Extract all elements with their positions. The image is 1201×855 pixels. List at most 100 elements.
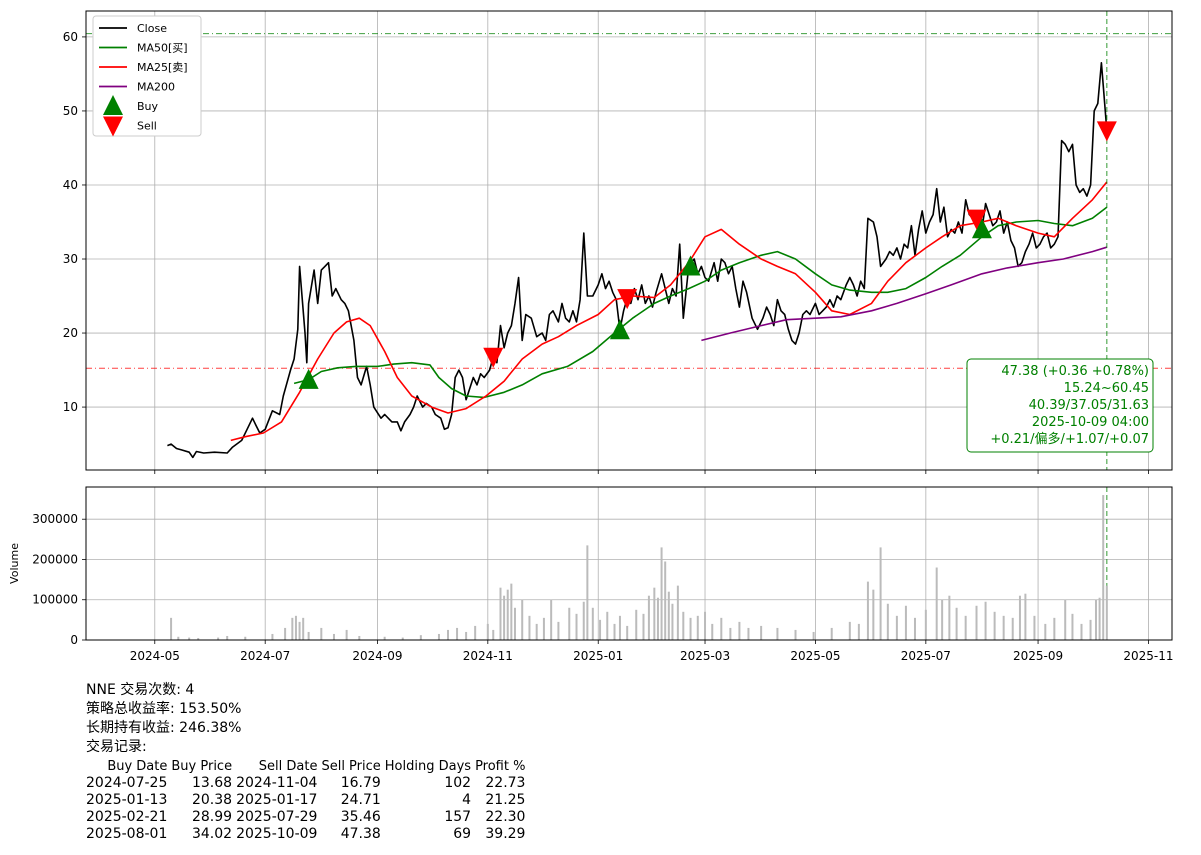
table-cell: 4 <box>462 792 472 808</box>
ma25-line <box>230 181 1108 442</box>
volume-bar <box>535 623 538 640</box>
x-tick-label: 2025-05 <box>790 649 840 663</box>
y-tick-label: 0 <box>70 633 78 647</box>
stock-chart: 10 20 30 40 50 60 47.38 (+0.36 +0.78%) 15.24~60… <box>8 10 1174 663</box>
table-cell: 35.46 <box>340 809 381 825</box>
volume-bar <box>729 627 732 640</box>
info-line: +0.21/偏多/+1.07/+0.07 <box>990 431 1149 447</box>
sell-marker <box>617 289 638 310</box>
table-cell: 16.79 <box>340 775 381 791</box>
volume-bar <box>760 625 763 640</box>
table-cell: 13.68 <box>191 775 233 791</box>
volume-bar <box>689 617 692 640</box>
volume-bar <box>197 637 200 640</box>
column-header: Profit % <box>475 758 526 774</box>
volume-bar <box>1064 599 1067 640</box>
volume-bar <box>635 609 638 640</box>
volume-bar <box>383 636 386 640</box>
volume-bar <box>307 631 310 640</box>
table-cell: 2025-10-09 <box>236 826 318 842</box>
info-line: 2025-10-09 04:00 <box>1032 415 1149 430</box>
volume-bar <box>948 595 951 640</box>
table-cell: 2025-08-01 <box>86 826 168 842</box>
table-cell: 22.73 <box>485 775 526 791</box>
volume-bar <box>656 597 659 640</box>
x-tick-label: 2025-03 <box>680 649 730 663</box>
volume-bar <box>1071 613 1074 640</box>
volume-bar <box>613 623 616 640</box>
info-box <box>966 358 1154 453</box>
table-cell: 2025-07-29 <box>236 809 318 825</box>
volume-bar <box>676 585 679 640</box>
volume-bar <box>984 601 987 640</box>
volume-bar <box>302 617 305 640</box>
volume-bar <box>626 625 629 640</box>
volume-bar <box>486 623 489 640</box>
table-cell: 2025-01-13 <box>86 792 168 808</box>
column-header: Sell Date <box>258 758 318 774</box>
volume-bar <box>298 621 301 640</box>
volume-bar <box>696 615 699 640</box>
volume-bar <box>586 545 589 640</box>
x-tick-label: 2025-07 <box>901 649 951 663</box>
table-cell: 47.38 <box>340 826 381 842</box>
volume-bar <box>1105 585 1108 640</box>
table-cell: 2025-02-21 <box>86 809 168 825</box>
column-header: Sell Price <box>321 758 381 774</box>
y-tick-label: 10 <box>63 400 78 414</box>
volume-bar <box>320 627 323 640</box>
buy-marker <box>971 218 992 239</box>
volume-bar <box>1011 617 1014 640</box>
y-tick-label: 40 <box>63 178 78 192</box>
x-tick-label: 2025-01 <box>573 649 623 663</box>
hold-return: 长期持有收益: 246.38% <box>86 720 242 736</box>
volume-bar <box>492 629 495 640</box>
volume-bar <box>291 617 294 640</box>
volume-bar <box>924 609 927 640</box>
volume-bar <box>170 617 173 640</box>
volume-bar <box>711 623 714 640</box>
info-line: 15.24~60.45 <box>1064 381 1149 396</box>
table-cell: 22.30 <box>485 809 526 825</box>
volume-axes-frame <box>85 486 1173 641</box>
volume-bar <box>447 629 449 640</box>
volume-bar <box>830 627 833 640</box>
summary-block: NNE 交易次数: 4 策略总收益率: 153.50% 长期持有收益: 246.… <box>86 681 241 757</box>
sell-marker <box>483 347 504 368</box>
volume-bar <box>550 599 553 640</box>
y-tick-label: 300000 <box>32 512 78 526</box>
volume-bar <box>866 581 869 640</box>
volume-axis-label: Volume <box>8 543 21 584</box>
legend-label: MA50[买] <box>137 42 188 55</box>
info-line: 47.38 (+0.36 +0.78%) <box>1001 364 1149 379</box>
volume-bar <box>521 599 524 640</box>
volume-bar <box>503 595 506 640</box>
trade-table-header: Buy Date Buy Price Sell Date Sell Price Hold… <box>86 757 529 775</box>
volume-bar <box>879 547 882 640</box>
volume-bar <box>704 611 707 640</box>
volume-bar <box>618 615 621 640</box>
volume-bar <box>456 627 459 640</box>
volume-bar <box>1044 623 1047 640</box>
y-tick-label: 30 <box>63 252 78 266</box>
trade-table: Buy Date Buy Price Sell Date Sell Price Hold… <box>86 757 529 843</box>
legend-label: MA200 <box>137 81 175 94</box>
volume-bar <box>1002 615 1005 640</box>
volume-bar <box>895 615 898 640</box>
volume-bar <box>776 627 779 640</box>
buy-marker <box>609 319 630 340</box>
volume-bar <box>647 595 650 640</box>
x-tick-label: 2025-11 <box>1123 649 1173 663</box>
volume-bar <box>271 633 274 640</box>
ma50-line <box>293 206 1108 399</box>
info-line: 40.39/37.05/31.63 <box>1029 398 1149 413</box>
volume-bar <box>358 635 361 640</box>
volume-bar <box>1089 619 1092 640</box>
price-axes-frame <box>85 10 1173 471</box>
legend: Close MA50[买] MA25[卖] MA200 Buy Sell <box>92 15 202 137</box>
legend-label: MA25[卖] <box>137 61 188 74</box>
table-cell: 34.02 <box>191 826 233 842</box>
volume-bar <box>582 601 585 640</box>
legend-label: Sell <box>137 120 157 133</box>
x-tick-label: 2025-09 <box>1013 649 1063 663</box>
